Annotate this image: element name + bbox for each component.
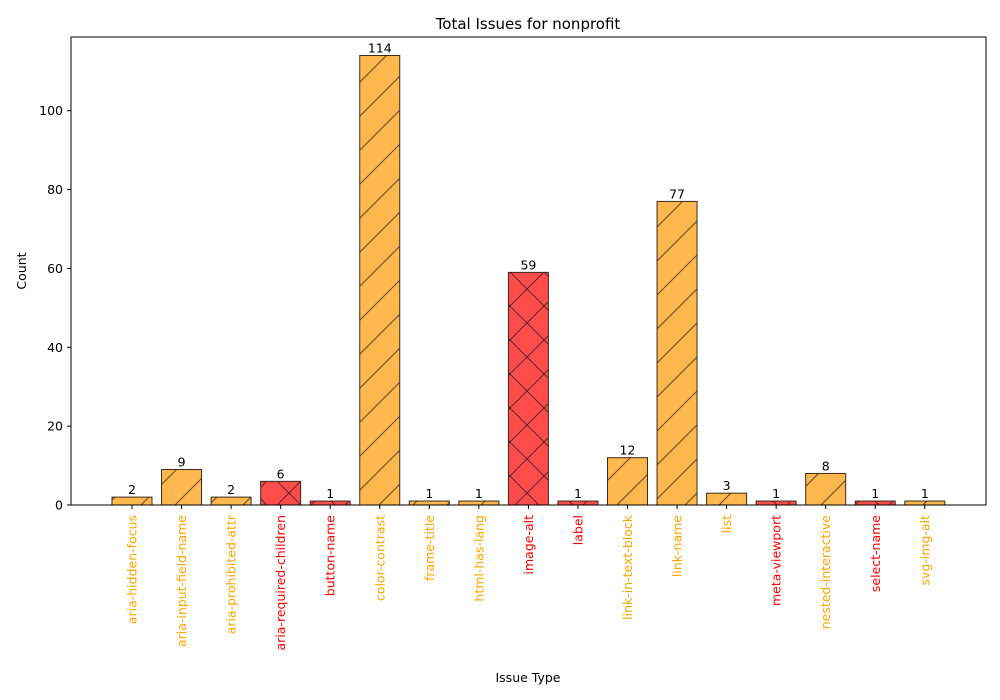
bar-nested-interactive <box>805 472 847 506</box>
bar-aria-required-children <box>260 480 302 506</box>
bar-link-in-text-block <box>607 457 648 506</box>
bar-value-label: 1 <box>475 486 483 501</box>
x-tick-label: list <box>719 515 734 533</box>
x-tick-label: nested-interactive <box>818 515 833 630</box>
bar-link-name <box>656 200 698 506</box>
x-axis-label: Issue Type <box>495 670 560 685</box>
x-tick-label: aria-prohibited-attr <box>224 514 239 634</box>
x-tick-label: frame-title <box>422 515 437 581</box>
bar-value-label: 3 <box>723 478 731 493</box>
bar-aria-input-field-name <box>161 469 203 506</box>
x-tick-label: button-name <box>323 515 338 596</box>
bar-aria-prohibited-attr <box>210 496 252 506</box>
bar-value-label: 9 <box>178 455 186 470</box>
bar-value-label: 8 <box>822 458 830 473</box>
bar-meta-viewport <box>755 500 797 506</box>
bar-value-label: 1 <box>425 486 433 501</box>
bar-color-contrast <box>359 55 401 506</box>
bar-value-label: 59 <box>520 257 536 272</box>
bar-value-label: 2 <box>227 482 235 497</box>
bar-value-label: 1 <box>921 486 929 501</box>
bar-value-label: 1 <box>326 486 334 501</box>
bar-frame-title <box>408 500 450 506</box>
bar-button-name <box>309 500 351 506</box>
y-tick-label: 20 <box>47 419 63 434</box>
y-tick-label: 100 <box>39 103 63 118</box>
y-tick-label: 80 <box>47 182 63 197</box>
y-tick-label: 40 <box>47 340 63 355</box>
bar-label <box>557 500 599 506</box>
x-tick-label: aria-hidden-focus <box>125 515 140 624</box>
bar-value-label: 1 <box>574 486 582 501</box>
bar-list <box>706 492 748 506</box>
x-tick-label: image-alt <box>521 515 536 575</box>
bars-group <box>111 55 946 506</box>
bar-value-label: 6 <box>277 466 285 481</box>
x-tick-label: meta-viewport <box>769 515 784 606</box>
y-tick-label: 0 <box>55 498 63 513</box>
x-tick-label: html-has-lang <box>471 515 486 602</box>
x-tick-label: label <box>570 515 585 545</box>
x-tick-label: select-name <box>868 515 883 592</box>
x-tick-label: aria-required-children <box>273 515 288 650</box>
bar-value-labels: 2 9 2 6 1 114 1 1 59 1 12 77 3 1 8 1 1 <box>128 41 929 502</box>
x-tick-label: link-name <box>670 515 685 577</box>
chart-title: Total Issues for nonprofit <box>435 15 621 33</box>
bar-value-label: 1 <box>772 486 780 501</box>
x-tick-label: svg-img-alt <box>917 515 932 586</box>
x-axis: aria-hidden-focus aria-input-field-name ar… <box>125 505 932 650</box>
x-tick-label: color-contrast <box>372 515 387 601</box>
bar-image-alt <box>507 271 549 506</box>
bar-svg-img-alt <box>904 500 946 506</box>
bar-aria-hidden-focus <box>111 496 153 506</box>
y-axis: 0 20 40 60 80 100 <box>39 103 71 513</box>
bar-value-label: 12 <box>620 443 636 458</box>
x-tick-label: aria-input-field-name <box>174 515 189 647</box>
x-tick-label: link-in-text-block <box>620 514 635 620</box>
bar-select-name <box>854 500 896 506</box>
bar-value-label: 2 <box>128 482 136 497</box>
bar-html-has-lang <box>458 500 500 506</box>
y-axis-label: Count <box>14 252 29 289</box>
plot-frame <box>70 36 987 506</box>
y-tick-label: 60 <box>47 261 63 276</box>
bar-value-label: 114 <box>368 41 392 56</box>
bar-value-label: 1 <box>871 486 879 501</box>
bar-value-label: 77 <box>669 186 685 201</box>
